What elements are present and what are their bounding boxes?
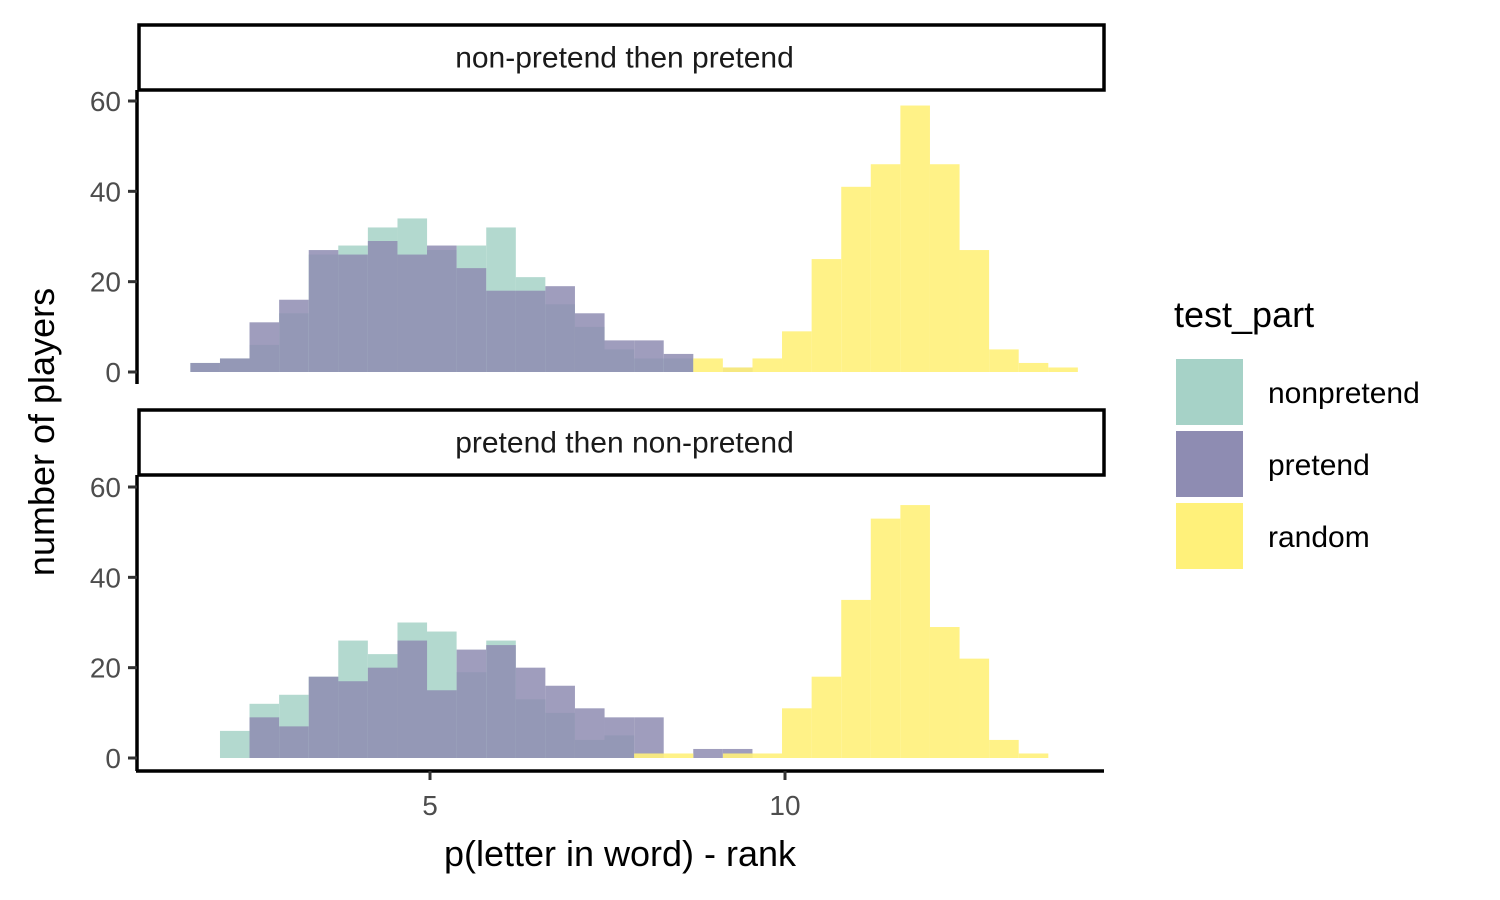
y-tick-label: 0 — [105, 357, 121, 388]
y-tick-label: 0 — [105, 743, 121, 774]
bars — [190, 105, 1078, 373]
bar-random — [722, 753, 753, 758]
bars — [219, 505, 1049, 758]
bar-pretend — [338, 254, 368, 372]
legend-key-pretend — [1176, 431, 1243, 497]
bar-pretend — [456, 649, 487, 758]
bar-random — [782, 708, 812, 758]
bar-pretend — [456, 268, 487, 372]
bar-random — [959, 658, 990, 758]
bar-random — [989, 349, 1019, 372]
bar-pretend — [308, 250, 339, 372]
x-axis-title: p(letter in word) - rank — [444, 833, 797, 874]
bar-random — [989, 739, 1019, 758]
bar-pretend — [367, 241, 398, 372]
bar-random — [929, 627, 960, 758]
bar-random — [752, 358, 783, 372]
bar-random — [1048, 367, 1078, 372]
bar-pretend — [427, 690, 457, 758]
facet-strip-label: pretend then non-pretend — [455, 427, 794, 460]
bar-random — [900, 505, 930, 758]
bar-random — [870, 164, 901, 372]
bar-random — [634, 753, 664, 758]
facet-strip-box — [137, 408, 1106, 477]
bar-pretend — [515, 290, 546, 372]
x-tick-label: 10 — [769, 790, 800, 821]
bar-random — [811, 259, 842, 372]
bar-pretend — [604, 340, 635, 372]
bar-pretend — [219, 358, 250, 372]
bar-pretend — [486, 290, 516, 372]
y-axis-title: number of players — [21, 288, 62, 576]
bar-random — [870, 518, 901, 758]
legend-label-nonpretend: nonpretend — [1268, 377, 1420, 410]
legend-key-random — [1176, 503, 1243, 569]
facet-panel-2: pretend then non-pretend 0 20 40 60 5 10 — [90, 408, 1106, 821]
bar-pretend — [545, 286, 575, 372]
bar-pretend — [279, 726, 309, 758]
bar-pretend — [486, 645, 516, 758]
bar-pretend — [574, 708, 605, 758]
y-tick-label: 60 — [90, 86, 121, 117]
bar-pretend — [604, 717, 635, 758]
facet-strip-label: non-pretend then pretend — [455, 42, 794, 75]
y-tick-label: 40 — [90, 176, 121, 207]
bar-pretend — [190, 362, 220, 372]
bar-pretend — [634, 717, 664, 758]
facet-panel-1: non-pretend then pretend 0 20 40 60 — [90, 23, 1106, 388]
bar-pretend — [308, 676, 339, 758]
bar-pretend — [693, 748, 723, 758]
bar-random — [1018, 753, 1049, 758]
bar-pretend — [279, 299, 309, 372]
legend-label-random: random — [1268, 521, 1370, 554]
bar-pretend — [397, 254, 428, 372]
bar-pretend — [545, 685, 575, 758]
legend-key-nonpretend — [1176, 359, 1243, 425]
bar-pretend — [634, 340, 664, 372]
bar-pretend — [338, 681, 368, 758]
bar-random — [782, 331, 812, 372]
bar-pretend — [397, 640, 428, 758]
bar-pretend — [249, 717, 280, 758]
legend: test_part nonpretend pretend random — [1174, 294, 1420, 569]
bar-random — [929, 164, 960, 372]
bar-pretend — [367, 667, 398, 758]
bar-pretend — [663, 353, 694, 372]
legend-label-pretend: pretend — [1268, 449, 1370, 482]
bar-random — [900, 105, 930, 373]
bar-random — [811, 676, 842, 758]
bar-pretend — [427, 245, 457, 372]
bar-pretend — [515, 667, 546, 758]
y-tick-label: 40 — [90, 562, 121, 593]
bar-random — [841, 186, 871, 372]
bar-random — [752, 753, 783, 758]
legend-title: test_part — [1174, 294, 1314, 335]
x-tick-label: 5 — [422, 790, 438, 821]
bar-random — [693, 358, 723, 372]
y-tick-label: 20 — [90, 267, 121, 298]
bar-pretend — [574, 313, 605, 372]
bar-random — [959, 250, 990, 372]
bar-random — [1018, 362, 1049, 372]
y-tick-label: 20 — [90, 653, 121, 684]
bar-nonpretend — [219, 730, 250, 758]
bar-pretend — [249, 322, 280, 372]
bar-random — [841, 599, 871, 758]
bar-random — [722, 367, 753, 372]
facet-strip-box — [137, 23, 1106, 92]
bar-random — [663, 753, 694, 758]
y-tick-label: 60 — [90, 472, 121, 503]
